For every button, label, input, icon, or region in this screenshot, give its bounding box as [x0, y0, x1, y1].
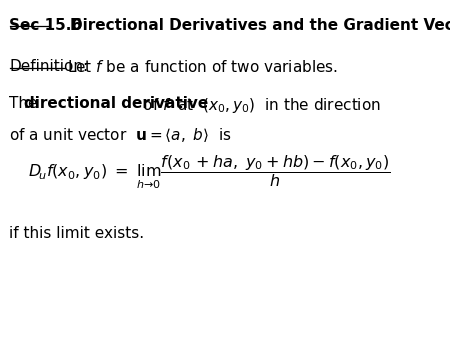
Text: Sec 15.6: Sec 15.6	[9, 18, 82, 33]
Text: if this limit exists.: if this limit exists.	[9, 225, 144, 241]
Text: $D_{\!u}f(x_0, y_0) \ = \ \lim_{h \to 0} \dfrac{f(x_0 + ha,\ y_0 + hb) - f(x_0, : $D_{\!u}f(x_0, y_0) \ = \ \lim_{h \to 0}…	[28, 154, 391, 191]
Text: Directional Derivatives and the Gradient Vector: Directional Derivatives and the Gradient…	[49, 18, 450, 33]
Text: Definition:: Definition:	[9, 59, 88, 74]
Text: of $f$  at  $(x_0, y_0)$  in the direction: of $f$ at $(x_0, y_0)$ in the direction	[138, 96, 381, 115]
Text: of a unit vector  $\mathbf{u} = \langle a,\ b \rangle$  is: of a unit vector $\mathbf{u} = \langle a…	[9, 126, 232, 144]
Text: The: The	[9, 96, 42, 111]
Text: Let $f$ be a function of two variables.: Let $f$ be a function of two variables.	[67, 59, 338, 75]
Text: directional derivative: directional derivative	[24, 96, 208, 111]
